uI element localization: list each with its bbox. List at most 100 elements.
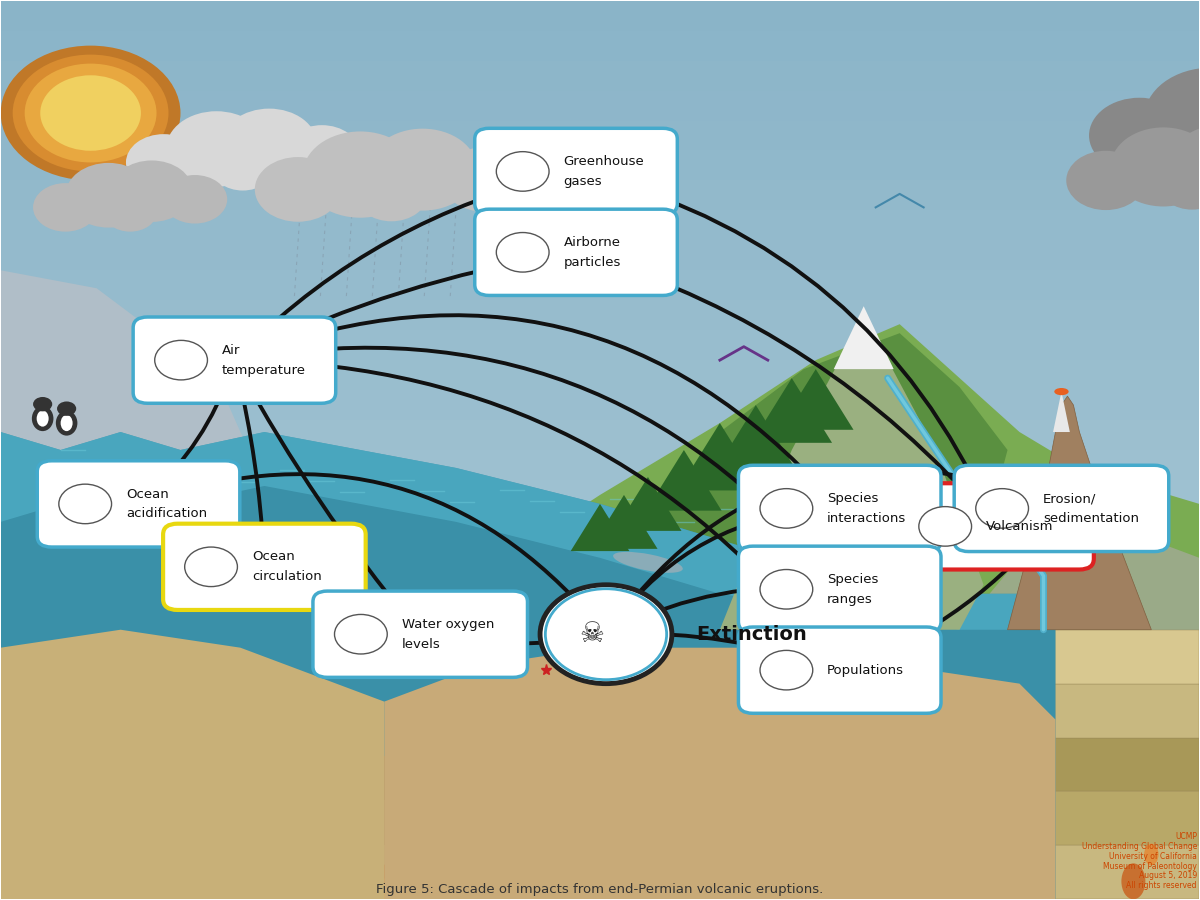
Text: sedimentation: sedimentation: [1043, 512, 1139, 525]
Polygon shape: [1, 270, 1199, 301]
Polygon shape: [384, 800, 1056, 845]
Polygon shape: [1054, 392, 1070, 432]
FancyBboxPatch shape: [133, 317, 336, 403]
Polygon shape: [1, 869, 1199, 899]
FancyBboxPatch shape: [475, 209, 677, 295]
Circle shape: [1067, 151, 1145, 210]
Polygon shape: [751, 378, 832, 443]
Polygon shape: [571, 504, 629, 551]
Polygon shape: [1, 510, 1199, 540]
Polygon shape: [1, 270, 264, 540]
Ellipse shape: [613, 552, 683, 572]
Polygon shape: [384, 648, 1056, 899]
Polygon shape: [1, 31, 1199, 60]
Text: Ocean: Ocean: [126, 488, 169, 500]
Text: Museum of Paleontology: Museum of Paleontology: [1103, 861, 1196, 870]
Text: Figure 5: Cascade of impacts from end-Permian volcanic eruptions.: Figure 5: Cascade of impacts from end-Pe…: [377, 883, 823, 896]
Ellipse shape: [302, 890, 418, 900]
Ellipse shape: [1121, 863, 1145, 899]
Polygon shape: [960, 522, 1199, 899]
Ellipse shape: [1055, 388, 1069, 395]
Polygon shape: [384, 755, 1056, 800]
Circle shape: [497, 232, 550, 272]
Circle shape: [185, 547, 238, 587]
Text: Populations: Populations: [827, 663, 904, 677]
FancyBboxPatch shape: [37, 461, 240, 547]
Text: gases: gases: [564, 175, 602, 188]
Circle shape: [1111, 128, 1200, 206]
Circle shape: [302, 131, 418, 218]
Circle shape: [368, 129, 478, 211]
Text: Water oxygen: Water oxygen: [402, 617, 494, 631]
Polygon shape: [1, 121, 1199, 150]
Polygon shape: [1, 779, 1199, 809]
Text: Volcanism: Volcanism: [986, 520, 1054, 533]
Text: Species: Species: [827, 492, 878, 505]
Circle shape: [1144, 68, 1200, 168]
Text: acidification: acidification: [126, 508, 208, 520]
Polygon shape: [1056, 630, 1199, 684]
Circle shape: [284, 125, 360, 182]
FancyBboxPatch shape: [738, 546, 941, 633]
Text: Greenhouse: Greenhouse: [564, 155, 644, 168]
Ellipse shape: [274, 877, 446, 900]
Circle shape: [355, 167, 427, 221]
Polygon shape: [778, 369, 853, 430]
Polygon shape: [1, 390, 1199, 420]
Polygon shape: [1, 480, 1199, 510]
Polygon shape: [720, 315, 984, 630]
Text: Species: Species: [827, 573, 878, 586]
Circle shape: [335, 615, 388, 654]
Text: interactions: interactions: [827, 512, 906, 525]
Polygon shape: [1, 720, 1199, 750]
Polygon shape: [714, 405, 798, 472]
Polygon shape: [1, 540, 1199, 570]
Text: circulation: circulation: [252, 571, 322, 583]
Polygon shape: [1, 660, 1199, 689]
Ellipse shape: [245, 863, 475, 900]
Polygon shape: [1, 450, 1199, 480]
Polygon shape: [590, 495, 658, 549]
Polygon shape: [1, 630, 1199, 660]
Polygon shape: [678, 423, 762, 491]
Text: University of California: University of California: [1109, 851, 1196, 860]
Polygon shape: [1, 630, 384, 899]
Circle shape: [155, 340, 208, 380]
Text: Airborne: Airborne: [564, 236, 620, 249]
Ellipse shape: [61, 415, 73, 431]
FancyBboxPatch shape: [313, 591, 528, 678]
Circle shape: [760, 489, 812, 528]
Circle shape: [1090, 98, 1189, 173]
Circle shape: [25, 64, 156, 162]
Circle shape: [254, 158, 341, 221]
Circle shape: [976, 489, 1028, 528]
FancyBboxPatch shape: [738, 627, 941, 714]
Circle shape: [919, 507, 972, 546]
Polygon shape: [1, 301, 1199, 330]
Circle shape: [162, 175, 227, 223]
Ellipse shape: [32, 406, 54, 431]
Circle shape: [41, 76, 140, 151]
Text: Extinction: Extinction: [696, 625, 806, 643]
Text: temperature: temperature: [222, 364, 306, 376]
Circle shape: [103, 191, 157, 231]
FancyBboxPatch shape: [738, 465, 941, 552]
FancyBboxPatch shape: [163, 524, 366, 610]
Polygon shape: [1, 599, 1199, 630]
Polygon shape: [1056, 738, 1199, 791]
Circle shape: [58, 401, 77, 416]
Circle shape: [760, 651, 812, 690]
Polygon shape: [1, 750, 1199, 779]
Polygon shape: [384, 845, 1056, 899]
Polygon shape: [1, 360, 1199, 390]
Polygon shape: [1, 1, 1199, 31]
Polygon shape: [1, 432, 1056, 899]
FancyBboxPatch shape: [898, 483, 1094, 570]
Text: Air: Air: [222, 344, 240, 356]
Circle shape: [1171, 125, 1200, 200]
Circle shape: [773, 499, 787, 509]
Text: Understanding Global Change: Understanding Global Change: [1081, 842, 1196, 850]
Ellipse shape: [1144, 843, 1158, 865]
Text: August 5, 2019: August 5, 2019: [1139, 871, 1196, 880]
Text: UCMP: UCMP: [1175, 832, 1196, 841]
